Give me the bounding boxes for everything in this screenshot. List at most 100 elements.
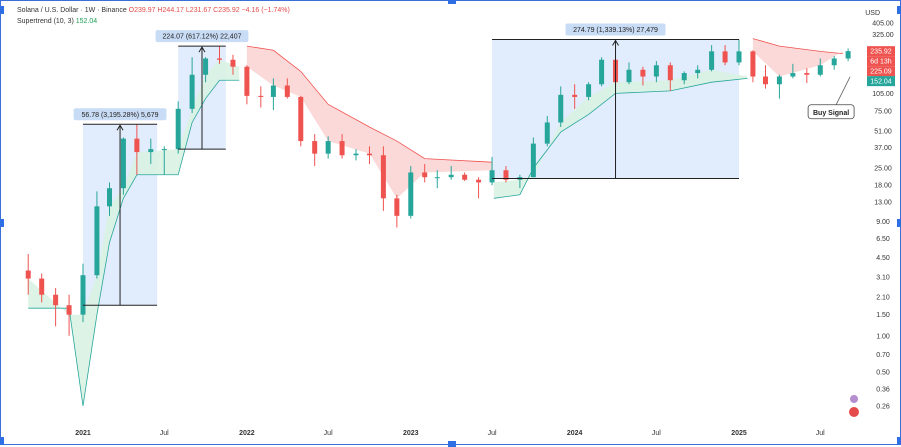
candle-body [258,95,264,97]
candle-body [312,141,318,154]
measure-label-bg [73,108,167,121]
candle [230,54,236,75]
candle [586,82,592,101]
candle [572,84,578,109]
candle-body [530,143,536,178]
candle [434,170,440,189]
x-tick-label: 2024 [567,430,583,437]
supertrend-up-fill [28,59,240,406]
resize-handle-bottom[interactable] [448,441,456,447]
ohlc-close: C235.92 [213,7,240,14]
candle [709,45,715,72]
candle-body [175,108,181,150]
measure-label: 224.07 (617.12%) 22,407 [162,34,241,41]
candle-body [66,305,72,315]
supertrend-down-line [752,38,843,55]
x-tick-label: 2023 [403,430,419,437]
resize-handle-right[interactable] [897,219,901,227]
flag-icon [849,407,859,417]
candle [175,101,181,154]
candle-body [804,73,810,75]
candle [476,177,482,199]
candle [503,166,509,183]
x-tick-label: Jul [488,430,497,437]
candle [762,65,768,89]
candle-body [434,177,440,179]
candle-body [653,65,659,77]
candle-body [626,69,632,83]
candle [161,146,167,175]
candle [722,45,728,66]
candle [804,68,810,84]
y-tick-label: 13.00 [874,200,892,207]
candle-body [750,51,756,77]
candle-body [161,149,167,151]
resize-handle-top-right[interactable] [897,6,901,14]
candle-body [106,188,112,207]
symbol-header: Solana / U.S. Dollar · 1W · Binance O239… [17,7,290,14]
candle [134,124,140,175]
measure-label: 274.79 (1,339.13%) 27,479 [573,27,658,34]
currency-label: USD [865,10,880,17]
candle [80,263,86,323]
candle [120,137,126,195]
candle [39,273,45,303]
supertrend-up-fill [493,69,748,199]
candle-body [681,73,687,81]
candle-body [831,58,837,66]
candle [366,146,372,165]
resize-handle-top[interactable] [448,0,456,4]
candle [270,78,276,111]
supertrend-up-line [493,77,748,199]
candle [380,146,386,211]
y-tick-label: 6.50 [876,236,890,243]
candle [258,86,264,108]
candle [558,86,564,128]
resize-handle-top-left[interactable] [0,6,4,14]
ohlc-open: O239.97 [128,7,156,14]
candle [189,57,195,113]
candle [339,134,345,159]
candle [284,78,290,99]
symbol-title[interactable]: Solana / U.S. Dollar · 1W · Binance [17,7,127,14]
candle [408,166,414,219]
buy-signal-label: Buy Signal [813,110,849,117]
indicator-value: 152.04 [75,18,98,25]
price-label-bg [867,66,895,77]
candle-body [558,94,564,123]
candle-body [448,174,454,178]
y-tick-label: 0.50 [876,369,890,376]
candle [695,65,701,79]
y-tick-label: 105.00 [872,91,894,98]
candle [489,156,495,186]
candle [681,71,687,85]
candle-body [80,275,86,315]
candle [106,182,112,216]
candle-body [366,153,372,156]
indicator-legend[interactable]: Supertrend (10, 3) 152.04 [17,18,97,25]
resize-handle-left[interactable] [0,219,4,227]
measure-label-bg [565,23,666,36]
candle [448,166,454,180]
candle [298,95,304,147]
candle [750,50,756,83]
x-tick-label: Jul [652,430,661,437]
candle-body [462,174,468,180]
candle [353,149,359,161]
candle-body [284,85,290,97]
measure-label: 56.78 (3,195.28%) 5,679 [82,112,159,119]
candle-body [120,138,126,189]
price-label: 152.04 [870,79,892,86]
candle-body [776,76,782,85]
measure-arrow-head [116,124,124,131]
x-tick-label: Jul [160,430,169,437]
x-tick-label: 2021 [75,430,91,437]
candle [599,57,605,87]
candle-body [667,65,673,81]
x-tick-label: 2022 [239,430,255,437]
resize-handle-bottom-right[interactable] [897,437,901,445]
price-label-bg [867,56,895,67]
resize-handle-bottom-left[interactable] [0,437,4,445]
